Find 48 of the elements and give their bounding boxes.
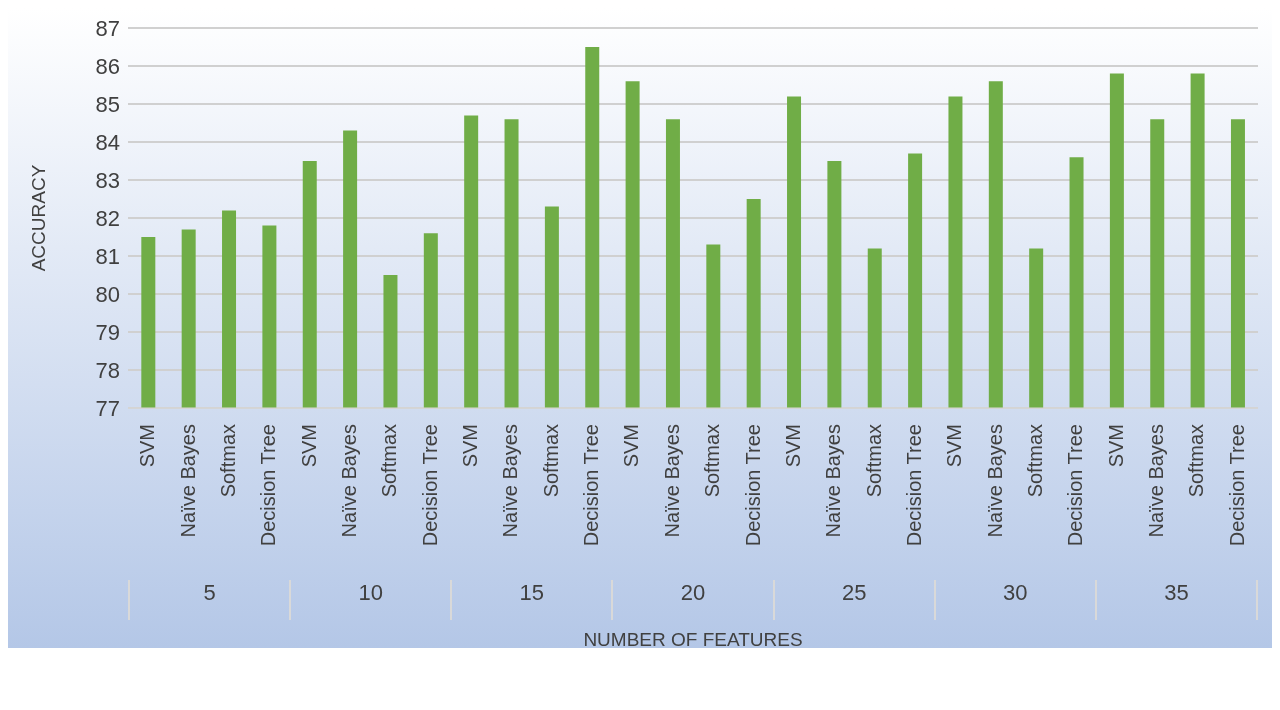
x-tick-label: Decision Tree bbox=[1225, 424, 1248, 547]
y-axis-title: ACCURACY bbox=[27, 164, 49, 272]
y-tick-label: 84 bbox=[95, 129, 120, 155]
x-tick-label: SVM bbox=[297, 424, 320, 468]
x-tick-label: SVM bbox=[459, 424, 482, 468]
x-tick-label: Decision Tree bbox=[741, 424, 764, 547]
x-tick-label: SVM bbox=[781, 424, 804, 468]
y-tick-label: 78 bbox=[95, 357, 120, 383]
text: 30 bbox=[933, 580, 1095, 620]
x-tick-label: Softmax bbox=[378, 424, 401, 498]
y-tick-label: 83 bbox=[95, 167, 120, 193]
text: 35 bbox=[1094, 580, 1258, 620]
x-tick-label: Decision Tree bbox=[902, 424, 925, 547]
x-tick-label: Softmax bbox=[1185, 424, 1208, 498]
x-tick-label: Decision Tree bbox=[1064, 424, 1087, 547]
x-axis-title: NUMBER OF FEATURES bbox=[583, 629, 803, 650]
x-tick-label: Softmax bbox=[701, 424, 724, 498]
x-tick-label: Decision Tree bbox=[257, 424, 280, 547]
x-tick-label: Naïve Bayes bbox=[660, 424, 683, 538]
y-tick-label: 87 bbox=[95, 15, 120, 41]
x-tick-label: Naïve Bayes bbox=[822, 424, 845, 538]
text: 25 bbox=[772, 580, 934, 620]
x-tick-label: Decision Tree bbox=[418, 424, 441, 547]
x-tick-label: SVM bbox=[136, 424, 159, 468]
y-tick-label: 81 bbox=[95, 243, 120, 269]
text: 20 bbox=[611, 580, 773, 620]
y-tick-label: 82 bbox=[95, 205, 120, 231]
x-tick-label: SVM bbox=[1104, 424, 1127, 468]
x-tick-label: Softmax bbox=[1024, 424, 1047, 498]
text: 15 bbox=[450, 580, 612, 620]
y-tick-label: 85 bbox=[95, 91, 120, 117]
y-tick-label: 77 bbox=[95, 395, 120, 421]
text: 10 bbox=[289, 580, 451, 620]
text: 5 bbox=[128, 580, 290, 620]
x-tick-label: Softmax bbox=[539, 424, 562, 498]
y-tick-label: 80 bbox=[95, 281, 120, 307]
x-tick-label: Naïve Bayes bbox=[499, 424, 522, 538]
x-tick-label: Naïve Bayes bbox=[176, 424, 199, 538]
y-tick-label: 79 bbox=[95, 319, 120, 345]
x-tick-label: SVM bbox=[943, 424, 966, 468]
x-tick-label: Softmax bbox=[216, 424, 239, 498]
x-tick-label: Decision Tree bbox=[580, 424, 603, 547]
x-tick-label: Naïve Bayes bbox=[1145, 424, 1168, 538]
x-tick-label: SVM bbox=[620, 424, 643, 468]
x-tick-label: Naïve Bayes bbox=[337, 424, 360, 538]
x-tick-label: Softmax bbox=[862, 424, 885, 498]
y-tick-label: 86 bbox=[95, 53, 120, 79]
x-tick-label: Naïve Bayes bbox=[983, 424, 1006, 538]
